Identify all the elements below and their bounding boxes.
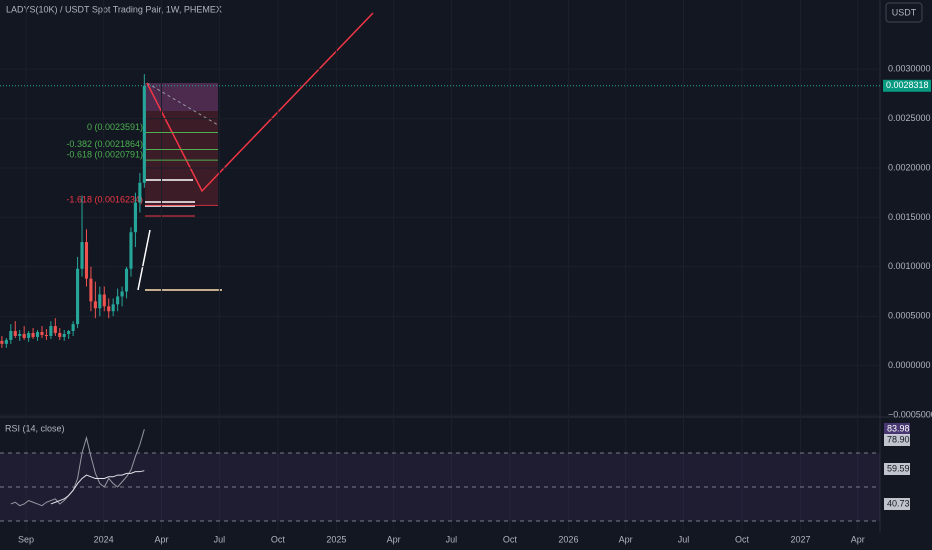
candle-body bbox=[53, 326, 57, 333]
candle-body bbox=[49, 326, 53, 336]
candle-body bbox=[13, 331, 17, 336]
x-tick-label: Oct bbox=[271, 534, 286, 544]
x-tick-label: Apr bbox=[154, 534, 168, 544]
candle-body bbox=[62, 333, 66, 337]
x-tick-label: Sep bbox=[18, 534, 34, 544]
rsi-badge bbox=[884, 434, 910, 446]
candle-body bbox=[67, 331, 71, 334]
candle-body bbox=[0, 340, 4, 344]
x-tick-label: Oct bbox=[735, 534, 750, 544]
candle-body bbox=[58, 332, 62, 337]
candle-body bbox=[89, 278, 93, 302]
y-tick-label: 0.0000000 bbox=[888, 360, 931, 370]
fib-label: -0.382 (0.0021864) bbox=[66, 139, 143, 149]
price-badge bbox=[883, 79, 931, 92]
chart-title: LADYS(10K) / USDT Spot Trading Pair, 1W,… bbox=[6, 4, 222, 14]
rsi-value-label: 59.59 bbox=[887, 463, 910, 473]
candle-body bbox=[102, 294, 106, 307]
x-tick-label: Apr bbox=[851, 534, 865, 544]
candle-body bbox=[76, 268, 80, 325]
x-tick-label: Jul bbox=[678, 534, 690, 544]
candle-body bbox=[124, 268, 129, 292]
candle-body bbox=[138, 182, 142, 203]
x-tick-label: Jul bbox=[446, 534, 458, 544]
y-tick-label: 0.0030000 bbox=[888, 64, 931, 74]
x-tick-label: 2027 bbox=[791, 534, 811, 544]
candle-body bbox=[120, 291, 124, 297]
x-tick-label: 2026 bbox=[558, 534, 578, 544]
x-tick-label: Apr bbox=[619, 534, 633, 544]
x-tick-label: Jul bbox=[214, 534, 226, 544]
candle-body bbox=[107, 306, 111, 312]
candle-body bbox=[40, 332, 44, 335]
candle-body bbox=[44, 334, 48, 336]
rsi-badge bbox=[884, 463, 910, 475]
candle-body bbox=[133, 202, 137, 233]
candle-body bbox=[71, 324, 75, 332]
trend-line bbox=[137, 229, 151, 291]
candle-body bbox=[93, 301, 97, 309]
x-tick-label: Apr bbox=[387, 534, 401, 544]
candle-body bbox=[84, 242, 89, 279]
y-tick-label: 0.0015000 bbox=[888, 212, 931, 222]
candle-body bbox=[80, 242, 84, 269]
candle-body bbox=[4, 339, 8, 344]
candle-body bbox=[9, 331, 13, 340]
y-tick-label: −0.0005000 bbox=[888, 409, 932, 419]
rsi-value-label: 83.98 bbox=[887, 423, 910, 433]
candle-body bbox=[116, 296, 120, 305]
candle-body bbox=[111, 304, 115, 312]
rsi-value-label: 40.73 bbox=[887, 498, 910, 508]
fib-zone-top bbox=[145, 83, 218, 111]
currency-label[interactable]: USDT bbox=[892, 7, 917, 17]
candle-body bbox=[129, 232, 133, 269]
rsi-line bbox=[50, 470, 145, 505]
y-tick-label: 0.0020000 bbox=[888, 162, 931, 172]
rsi-badge bbox=[884, 498, 910, 510]
trend-line bbox=[146, 82, 219, 126]
x-tick-label: Oct bbox=[503, 534, 518, 544]
rsi-title: RSI (14, close) bbox=[5, 423, 65, 433]
x-tick-label: 2024 bbox=[94, 534, 114, 544]
y-tick-label: 0.0025000 bbox=[888, 113, 931, 123]
y-tick-label: 0.0010000 bbox=[888, 261, 931, 271]
candle-body bbox=[35, 332, 40, 337]
currency-button[interactable] bbox=[885, 2, 923, 23]
y-tick-label: 0.0005000 bbox=[888, 311, 931, 321]
x-tick-label: 2025 bbox=[326, 534, 346, 544]
rsi-value-label: 78.90 bbox=[887, 434, 910, 444]
fib-label: -1.618 (0.0016234) bbox=[66, 195, 143, 205]
rsi-badge bbox=[884, 423, 910, 435]
rsi-line bbox=[10, 429, 145, 507]
price-label: 0.0028318 bbox=[886, 80, 929, 90]
fib-label: 0 (0.0023591) bbox=[87, 122, 143, 132]
candle-body bbox=[31, 332, 35, 337]
candle-body bbox=[22, 333, 26, 338]
candle-body bbox=[142, 85, 146, 183]
fib-label: -0.618 (0.0020791) bbox=[66, 150, 143, 160]
candle-body bbox=[98, 294, 102, 309]
candle-body bbox=[18, 333, 22, 336]
candle-body bbox=[27, 332, 31, 338]
